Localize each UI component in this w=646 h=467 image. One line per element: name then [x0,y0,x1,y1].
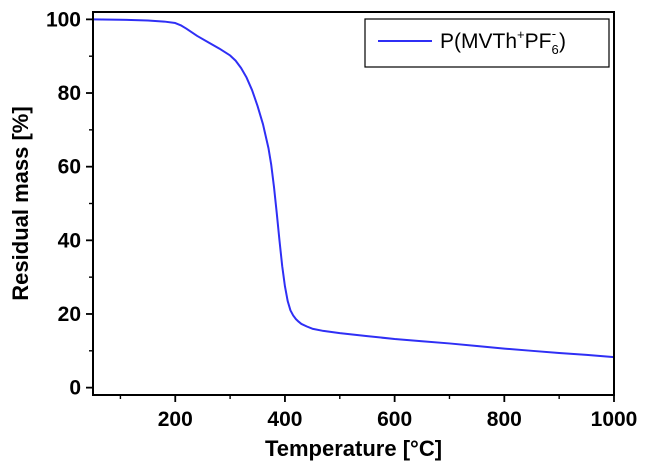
y-tick-label: 60 [58,156,81,179]
legend-label-superscript: + [517,27,525,42]
legend-label-mid: PF [525,30,552,53]
x-tick-label: 800 [487,408,522,431]
series-line-0 [92,18,615,359]
series-layer [92,18,615,359]
y-axis-title: Residual mass [%] [8,106,33,300]
legend-label-tail: ) [559,30,566,53]
legend-label-superscript2: - [552,26,556,41]
x-tick-label: 1000 [591,408,638,431]
y-tick-label: 100 [46,8,81,31]
legend-label-base: P(MVTh [440,30,517,53]
legend: P(MVTh+PF6-) [364,18,610,68]
legend-label-subscript: 6 [551,42,558,57]
legend-box [364,18,610,68]
legend-label: P(MVTh+PF6-) [440,26,566,57]
x-tick-label: 200 [158,408,193,431]
x-tick-label: 600 [377,408,412,431]
plot-frame [92,11,615,396]
x-tick-label: 400 [267,408,302,431]
y-tick-label: 80 [58,82,81,105]
labels-layer: 200 400 600 800 1000 0 20 40 60 80 100 [46,8,637,431]
y-tick-label: 0 [69,377,81,400]
y-tick-label: 20 [58,303,81,326]
x-axis-title: Temperature [°C] [265,436,442,461]
y-tick-label: 40 [58,229,81,252]
ticks-layer [86,18,615,402]
